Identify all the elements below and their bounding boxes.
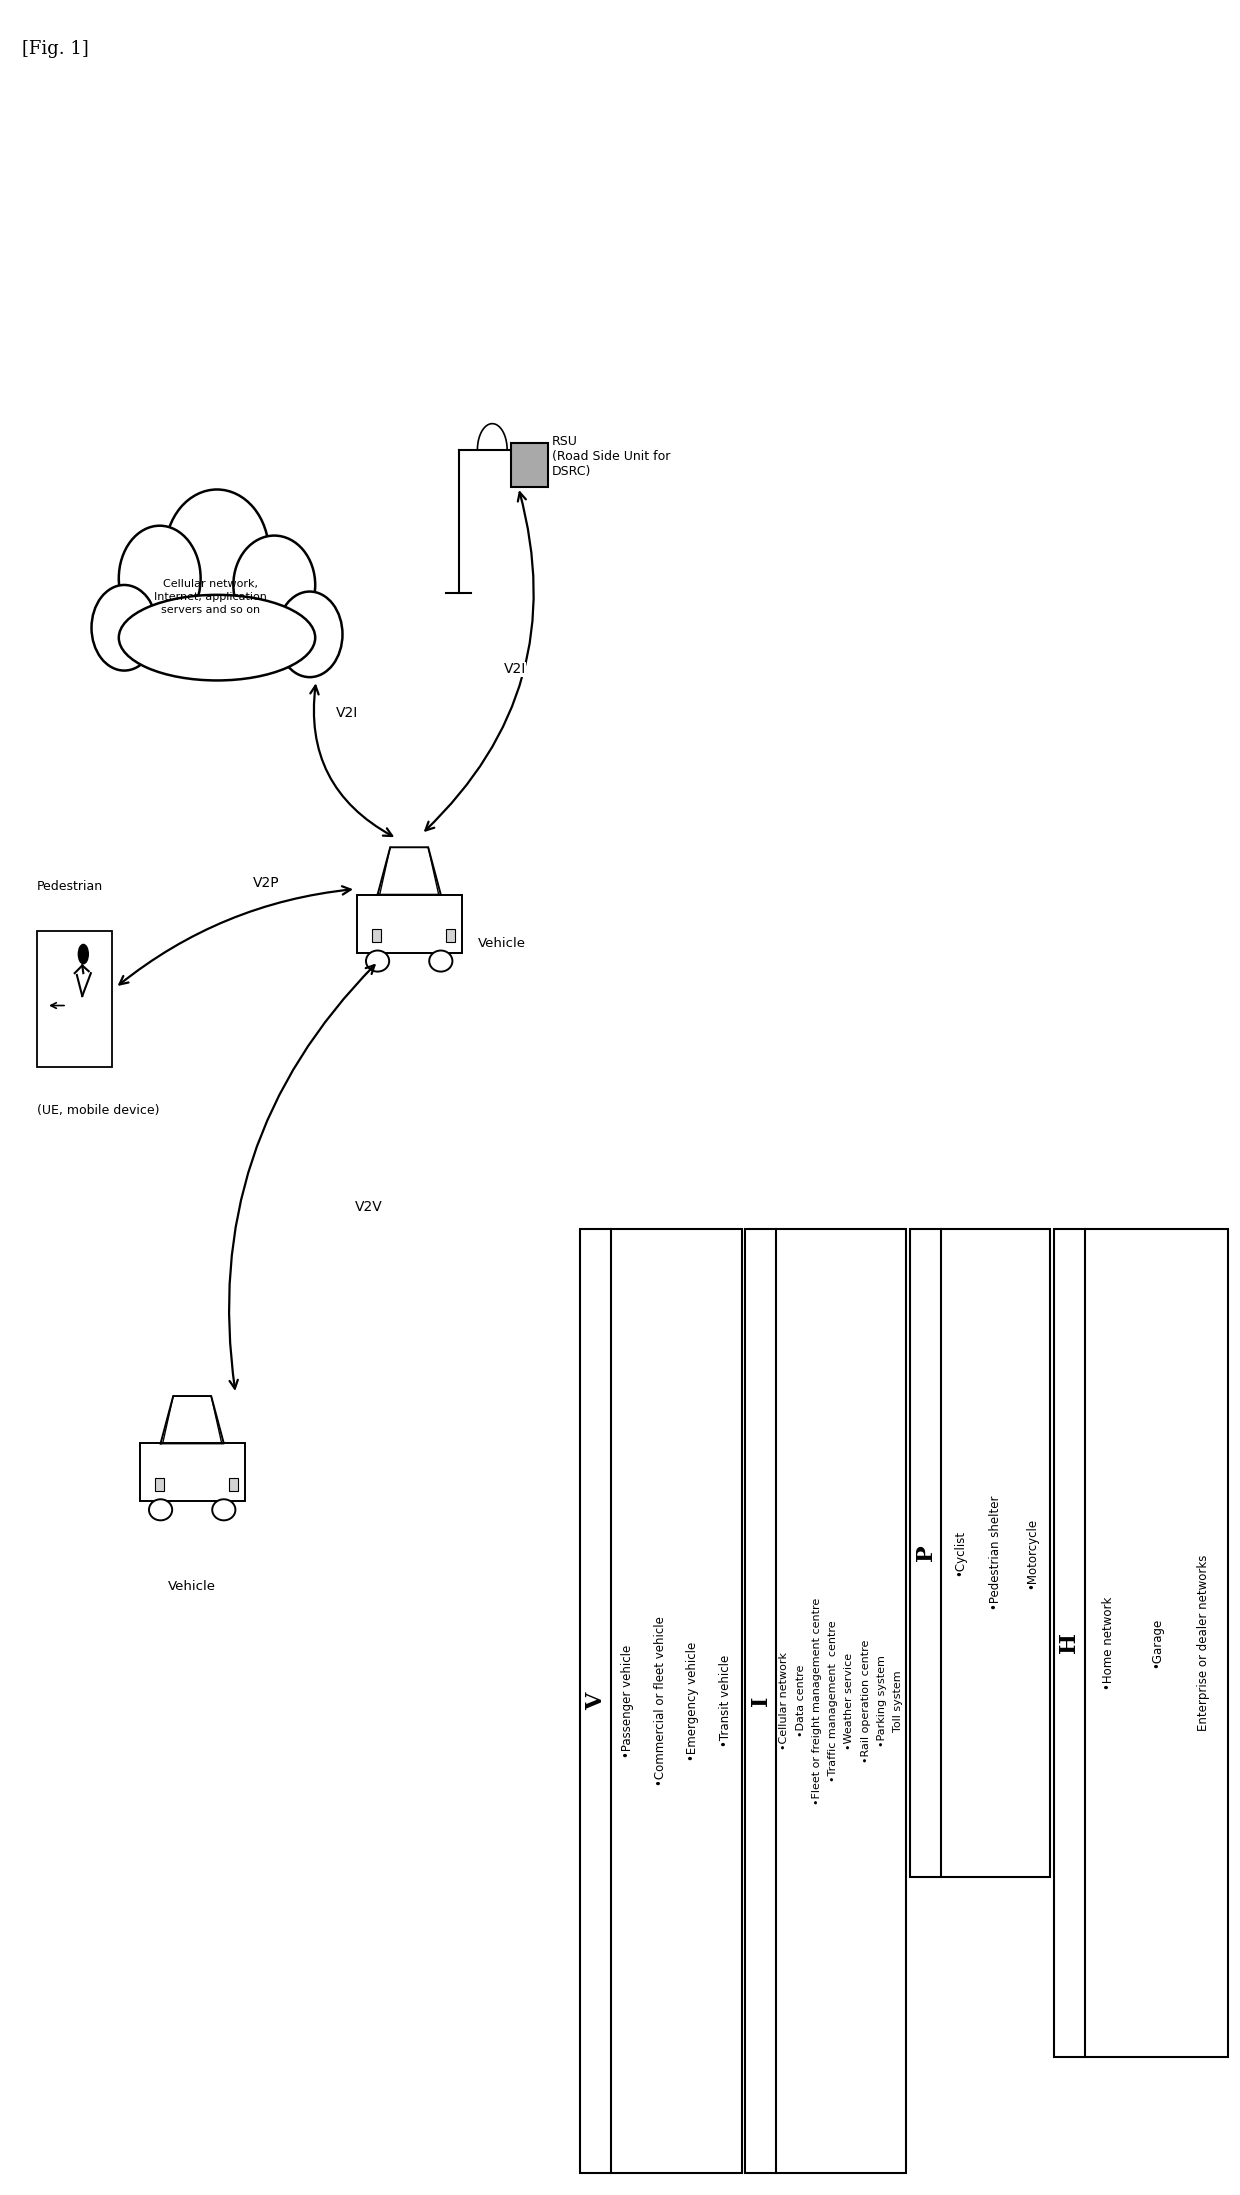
Bar	[357, 896, 463, 953]
Bar	[372, 928, 381, 942]
Text: •Cyclist: •Cyclist	[952, 1530, 966, 1576]
Text: V2I: V2I	[336, 707, 358, 720]
Ellipse shape	[277, 590, 342, 678]
Text: •Garage: •Garage	[1149, 1618, 1163, 1668]
Text: •Cellular network: •Cellular network	[780, 1653, 790, 1749]
Text: V2P: V2P	[253, 876, 280, 891]
Text: Vehicle: Vehicle	[169, 1580, 216, 1594]
Bar	[155, 1477, 164, 1490]
Bar	[910, 1229, 1050, 1877]
Text: [Fig. 1]: [Fig. 1]	[22, 40, 89, 57]
Text: V2I: V2I	[503, 663, 526, 676]
Bar	[745, 1229, 906, 2173]
Ellipse shape	[78, 944, 88, 964]
Text: V2V: V2V	[355, 1201, 383, 1214]
Text: •Parking system: •Parking system	[877, 1655, 887, 1747]
Text: Cellular network,
Internet, application
servers and so on: Cellular network, Internet, application …	[154, 579, 268, 615]
Text: Enterprise or dealer networks: Enterprise or dealer networks	[1198, 1554, 1210, 1732]
Text: H: H	[1059, 1633, 1080, 1653]
Text: Vehicle: Vehicle	[477, 937, 526, 950]
Text: •Pedestrian shelter: •Pedestrian shelter	[990, 1495, 1002, 1611]
Bar	[580, 1229, 742, 2173]
Text: Pedestrian: Pedestrian	[37, 880, 103, 893]
Ellipse shape	[119, 595, 315, 680]
Bar	[1054, 1229, 1228, 2057]
Text: •Motorcycle: •Motorcycle	[1025, 1517, 1039, 1589]
Bar	[229, 1477, 238, 1490]
Text: P: P	[915, 1545, 936, 1561]
Ellipse shape	[429, 950, 453, 972]
Text: •Rail operation centre: •Rail operation centre	[861, 1640, 870, 1763]
Ellipse shape	[212, 1499, 236, 1521]
Text: •Weather service: •Weather service	[844, 1653, 854, 1749]
Bar	[139, 1444, 246, 1501]
Text: •Commercial or fleet vehicle: •Commercial or fleet vehicle	[653, 1616, 667, 1787]
Text: •Home network: •Home network	[1102, 1596, 1115, 1690]
Text: •Traffic management  centre: •Traffic management centre	[828, 1620, 838, 1782]
Text: •Passenger vehicle: •Passenger vehicle	[621, 1644, 634, 1758]
Bar	[511, 443, 548, 487]
Text: I: I	[750, 1697, 771, 1706]
Text: •Data centre: •Data centre	[796, 1666, 806, 1736]
Bar	[37, 931, 112, 1067]
Text: •Emergency vehicle: •Emergency vehicle	[686, 1642, 699, 1760]
Bar	[446, 928, 455, 942]
Text: Toll system: Toll system	[893, 1670, 903, 1732]
Text: •Transit vehicle: •Transit vehicle	[719, 1655, 732, 1747]
Ellipse shape	[119, 527, 201, 632]
Text: •Fleet or freight management centre: •Fleet or freight management centre	[812, 1598, 822, 1804]
Text: (UE, mobile device): (UE, mobile device)	[37, 1104, 160, 1117]
Ellipse shape	[149, 1499, 172, 1521]
Ellipse shape	[92, 584, 157, 672]
Ellipse shape	[233, 536, 315, 634]
Ellipse shape	[366, 950, 389, 972]
Text: V: V	[585, 1692, 606, 1710]
Text: RSU
(Road Side Unit for
DSRC): RSU (Road Side Unit for DSRC)	[552, 435, 670, 479]
Ellipse shape	[165, 489, 269, 615]
Ellipse shape	[122, 540, 312, 705]
